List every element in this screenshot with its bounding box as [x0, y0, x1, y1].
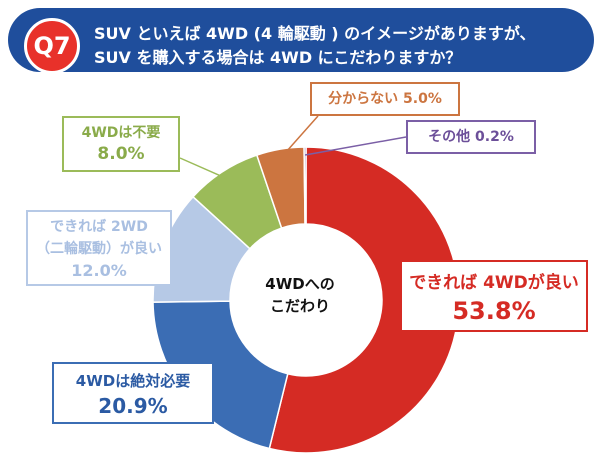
leader-unknown — [280, 115, 319, 158]
donut-slice-2 — [152, 300, 289, 450]
callout-must-4wd: 4WDは絶対必要 20.9% — [52, 362, 214, 424]
callout-no-4wd-value: 8.0% — [97, 144, 145, 164]
callout-prefer-4wd: できれば 4WDが良い 53.8% — [400, 260, 588, 332]
callout-must-4wd-label: 4WDは絶対必要 — [75, 372, 191, 390]
leader-no-4wd — [179, 157, 228, 180]
callout-prefer-2wd-label-2: （二輪駆動）が良い — [36, 241, 162, 257]
donut-slice-6 — [303, 146, 307, 225]
question-line-1: SUV といえば 4WD (4 輪駆動 ) のイメージがありますが、 — [94, 24, 536, 43]
callout-must-4wd-value: 20.9% — [98, 394, 168, 418]
callout-no-4wd: 4WDは不要 8.0% — [62, 116, 180, 172]
callout-prefer-2wd-label-1: できれば 2WD — [50, 219, 148, 235]
callout-unknown-label: 分からない 5.0% — [328, 91, 442, 107]
callout-other-label: その他 0.2% — [428, 129, 514, 145]
callout-no-4wd-label: 4WDは不要 — [81, 125, 161, 141]
donut-center-label: 4WDへの こだわり — [250, 273, 350, 317]
callout-prefer-2wd: できれば 2WD （二輪駆動）が良い 12.0% — [26, 210, 172, 286]
question-number-badge: Q7 — [24, 18, 80, 74]
center-label-line-1: 4WDへの — [265, 275, 335, 293]
callout-unknown: 分からない 5.0% — [310, 82, 460, 116]
callout-prefer-4wd-value: 53.8% — [452, 297, 536, 325]
callout-prefer-2wd-value: 12.0% — [71, 261, 127, 280]
question-header: Q7 SUV といえば 4WD (4 輪駆動 ) のイメージがありますが、 SU… — [8, 8, 594, 74]
question-line-2: SUV を購入する場合は 4WD にこだわりますか？ — [94, 48, 462, 67]
callout-prefer-4wd-label: できれば 4WDが良い — [409, 273, 579, 293]
center-label-line-2: こだわり — [269, 297, 330, 315]
callout-other: その他 0.2% — [406, 120, 536, 154]
question-text: SUV といえば 4WD (4 輪駆動 ) のイメージがありますが、 SUV を… — [94, 22, 594, 70]
leader-other — [304, 136, 407, 156]
donut-slice-1 — [268, 146, 460, 454]
